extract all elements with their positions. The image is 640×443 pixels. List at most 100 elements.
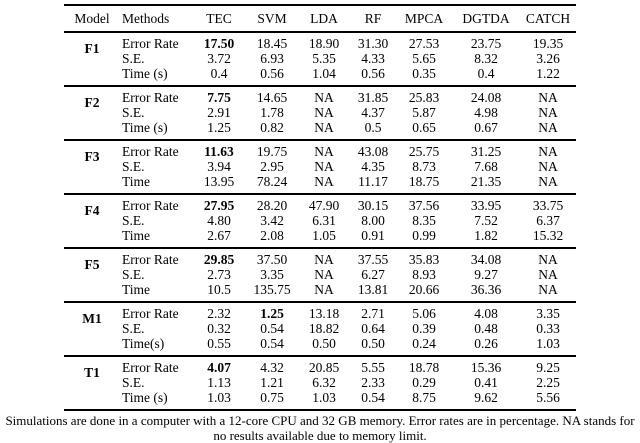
table-row: S.E. 1.13 1.21 6.32 2.33 0.29 0.41 2.25	[64, 375, 576, 390]
value-cell: 9.27	[474, 267, 498, 282]
value-cell: NA	[520, 85, 576, 105]
value-cell: 0.56	[361, 66, 385, 81]
row-label: Error Rate	[120, 301, 192, 321]
column-header-tec: TEC	[192, 5, 246, 33]
value-cell: 1.21	[260, 375, 284, 390]
value-cell: 21.35	[470, 174, 502, 189]
value-cell: 5.06	[396, 301, 452, 321]
value-cell: 37.56	[396, 193, 452, 213]
value-cell: 2.33	[361, 375, 385, 390]
table-row: F2 Error Rate 7.75 14.65 NA 31.85 25.83 24.08 NA	[64, 85, 576, 140]
value-cell: 4.80	[207, 213, 231, 228]
table-row: F3 Error Rate 11.63 19.75 NA 43.08 25.75 31.25 N…	[64, 139, 576, 194]
value-cell: 0.55	[207, 336, 231, 351]
value-cell: 7.68	[474, 159, 498, 174]
row-label: Time (s)	[122, 120, 168, 135]
value-cell: 8.73	[412, 159, 436, 174]
value-cell: 3.94	[207, 159, 231, 174]
value-cell: 3.26	[536, 51, 560, 66]
value-cell: 9.62	[474, 390, 498, 405]
row-label: S.E.	[122, 321, 145, 336]
column-header-mpca: MPCA	[396, 5, 452, 33]
value-cell: 0.29	[412, 375, 436, 390]
model-label-f3: F3	[64, 139, 120, 194]
value-cell: 2.08	[260, 228, 284, 243]
table-row: Time (s) 0.4 0.56 1.04 0.56 0.35 0.4 1.22	[64, 66, 576, 86]
value-cell: NA	[538, 120, 558, 135]
value-cell: 0.65	[412, 120, 436, 135]
model-label-f5: F5	[64, 247, 120, 302]
table-row: T1 Error Rate 4.07 4.32 20.85 5.55 18.78 15.36 9…	[64, 355, 576, 410]
table-row: S.E. 2.73 3.35 NA 6.27 8.93 9.27 NA	[64, 267, 576, 282]
value-cell: 3.42	[260, 213, 284, 228]
column-header-lda: LDA	[298, 5, 350, 33]
table-row: Time (s) 1.25 0.82 NA 0.5 0.65 0.67 NA	[64, 120, 576, 140]
row-label: Time (s)	[122, 390, 168, 405]
row-label: S.E.	[122, 375, 145, 390]
value-cell: 29.85	[192, 247, 246, 267]
value-cell: 0.33	[536, 321, 560, 336]
row-label: Error Rate	[120, 355, 192, 375]
value-cell: 43.08	[350, 139, 396, 159]
value-cell: 5.56	[536, 390, 560, 405]
value-cell: 15.32	[532, 228, 564, 243]
table-row: Time 13.95 78.24 NA 11.17 18.75 21.35 NA	[64, 174, 576, 194]
value-cell: 2.67	[207, 228, 231, 243]
value-cell: 20.85	[298, 355, 350, 375]
value-cell: NA	[520, 247, 576, 267]
column-header-svm: SVM	[246, 5, 298, 33]
model-label-f1: F1	[64, 31, 120, 86]
value-cell: 37.55	[350, 247, 396, 267]
value-cell: NA	[538, 105, 558, 120]
table-row: S.E. 3.94 2.95 NA 4.35 8.73 7.68 NA	[64, 159, 576, 174]
value-cell: 5.35	[312, 51, 336, 66]
table-row: M1 Error Rate 2.32 1.25 13.18 2.71 5.06 4.08 3.3…	[64, 301, 576, 356]
value-cell: 18.78	[396, 355, 452, 375]
table-row: S.E. 0.32 0.54 18.82 0.64 0.39 0.48 0.33	[64, 321, 576, 336]
value-cell: 33.95	[452, 193, 520, 213]
value-cell: 1.25	[207, 120, 231, 135]
row-label: Time	[122, 174, 151, 189]
model-label-m1: M1	[64, 301, 120, 356]
value-cell: 0.54	[260, 321, 284, 336]
value-cell: NA	[314, 267, 334, 282]
value-cell: 8.75	[412, 390, 436, 405]
value-cell: NA	[314, 159, 334, 174]
value-cell: 11.63	[192, 139, 246, 159]
value-cell: 0.91	[361, 228, 385, 243]
row-label: S.E.	[122, 105, 145, 120]
value-cell: 0.5	[364, 120, 382, 135]
value-cell: 36.36	[470, 282, 502, 297]
table-row: Time 2.67 2.08 1.05 0.91 0.99 1.82 15.32	[64, 228, 576, 248]
value-cell: 13.81	[357, 282, 389, 297]
value-cell: 6.32	[312, 375, 336, 390]
value-cell: 14.65	[246, 85, 298, 105]
value-cell: 78.24	[256, 174, 288, 189]
model-label-f2: F2	[64, 85, 120, 140]
value-cell: 1.03	[312, 390, 336, 405]
row-label: S.E.	[122, 51, 145, 66]
value-cell: 18.45	[246, 31, 298, 51]
value-cell: 1.78	[260, 105, 284, 120]
model-label-f4: F4	[64, 193, 120, 248]
value-cell: 1.05	[312, 228, 336, 243]
table-row: Time(s) 0.55 0.54 0.50 0.50 0.24 0.26 1.03	[64, 336, 576, 356]
value-cell: 15.36	[452, 355, 520, 375]
value-cell: NA	[538, 159, 558, 174]
value-cell: 4.07	[192, 355, 246, 375]
value-cell: 6.31	[312, 213, 336, 228]
value-cell: 19.75	[246, 139, 298, 159]
value-cell: 28.20	[246, 193, 298, 213]
value-cell: 2.95	[260, 159, 284, 174]
value-cell: 0.48	[474, 321, 498, 336]
value-cell: 18.90	[298, 31, 350, 51]
value-cell: 27.53	[396, 31, 452, 51]
value-cell: 0.54	[361, 390, 385, 405]
header-row: Model Methods TEC SVM LDA RF MPCA DGTDA CATCH	[64, 5, 576, 33]
value-cell: 2.25	[536, 375, 560, 390]
table-row: S.E. 4.80 3.42 6.31 8.00 8.35 7.52 6.37	[64, 213, 576, 228]
value-cell: 23.75	[452, 31, 520, 51]
value-cell: 0.54	[260, 336, 284, 351]
value-cell: 8.35	[412, 213, 436, 228]
value-cell: 1.22	[536, 66, 560, 81]
